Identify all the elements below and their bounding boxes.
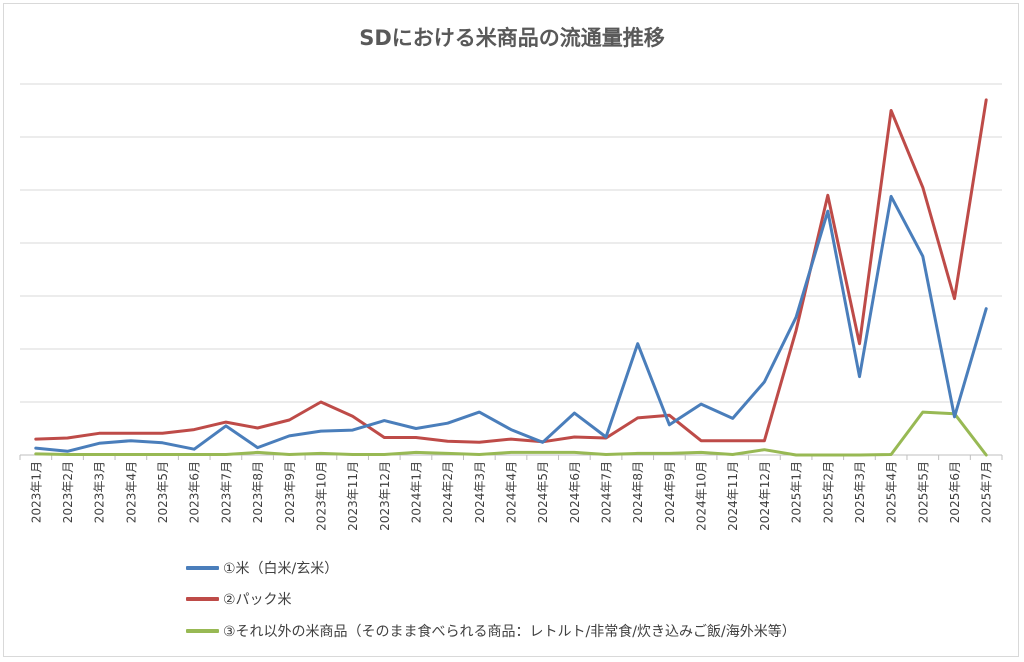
- series-line-pack-rice: [34, 98, 988, 444]
- legend-label-pack-rice: ②パック米: [223, 592, 292, 609]
- legend-item-pack-rice: ②パック米: [186, 584, 796, 616]
- x-tick-label: 2024年3月: [473, 461, 487, 523]
- x-tick-label: 2024年8月: [631, 461, 645, 523]
- x-tick-label: 2023年2月: [61, 461, 75, 523]
- legend-swatch-other-rice: [186, 628, 219, 633]
- x-tick-label: 2025年1月: [790, 461, 804, 523]
- x-tick-label: 2023年8月: [251, 461, 265, 523]
- x-tick-label: 2024年2月: [441, 461, 455, 523]
- x-tick-label: 2023年7月: [219, 461, 233, 523]
- x-tick-label: 2024年4月: [505, 461, 519, 523]
- x-tick-label: 2023年1月: [29, 461, 43, 523]
- x-tick-label: 2023年6月: [188, 461, 202, 523]
- x-tick-label: 2023年10月: [314, 461, 328, 531]
- legend: ①米（白米/玄米） ②パック米 ③それ以外の米商品（そのまま食べられる商品：レト…: [186, 552, 796, 647]
- legend-label-rice: ①米（白米/玄米）: [223, 560, 339, 577]
- x-tick-label: 2023年5月: [156, 461, 170, 523]
- x-tick-label: 2024年5月: [536, 461, 550, 523]
- x-tick-label: 2025年3月: [853, 461, 867, 523]
- series-line-rice: [34, 194, 988, 453]
- x-tick-label: 2025年6月: [948, 461, 962, 523]
- x-tick-label: 2023年9月: [283, 461, 297, 523]
- x-tick-label: 2024年1月: [409, 461, 423, 523]
- chart-title: SDにおける米商品の流通量推移: [359, 26, 665, 50]
- series-lines: [34, 98, 988, 457]
- x-tick-label: 2024年10月: [695, 461, 709, 531]
- x-tick-label: 2024年12月: [758, 461, 772, 531]
- x-tick-label: 2023年11月: [346, 461, 360, 531]
- x-tick-label: 2024年11月: [726, 461, 740, 531]
- x-tick-label: 2023年3月: [93, 461, 107, 523]
- gridlines: [19, 83, 1003, 460]
- x-tick-label: 2024年9月: [663, 461, 677, 523]
- x-tick-label: 2024年6月: [568, 461, 582, 523]
- x-tick-label: 2023年12月: [378, 461, 392, 531]
- legend-swatch-pack-rice: [186, 597, 219, 602]
- series-line-other-rice: [34, 410, 988, 457]
- x-tick-label: 2024年7月: [600, 461, 614, 523]
- legend-swatch-rice: [186, 565, 219, 570]
- x-tick-label: 2025年5月: [916, 461, 930, 523]
- legend-item-rice: ①米（白米/玄米）: [186, 552, 796, 584]
- legend-item-other-rice: ③それ以外の米商品（そのまま食べられる商品：レトルト/非常食/炊き込みご飯/海外…: [186, 615, 796, 647]
- legend-label-other-rice: ③それ以外の米商品（そのまま食べられる商品：レトルト/非常食/炊き込みご飯/海外…: [223, 623, 796, 640]
- x-axis-tick-labels: 2023年1月 2023年2月 2023年3月 2023年4月 2023年5月 2023年…: [29, 461, 993, 531]
- x-tick-label: 2025年2月: [821, 461, 835, 523]
- x-tick-label: 2025年4月: [885, 461, 899, 523]
- x-tick-label: 2023年4月: [124, 461, 138, 523]
- x-tick-label: 2025年7月: [980, 461, 994, 523]
